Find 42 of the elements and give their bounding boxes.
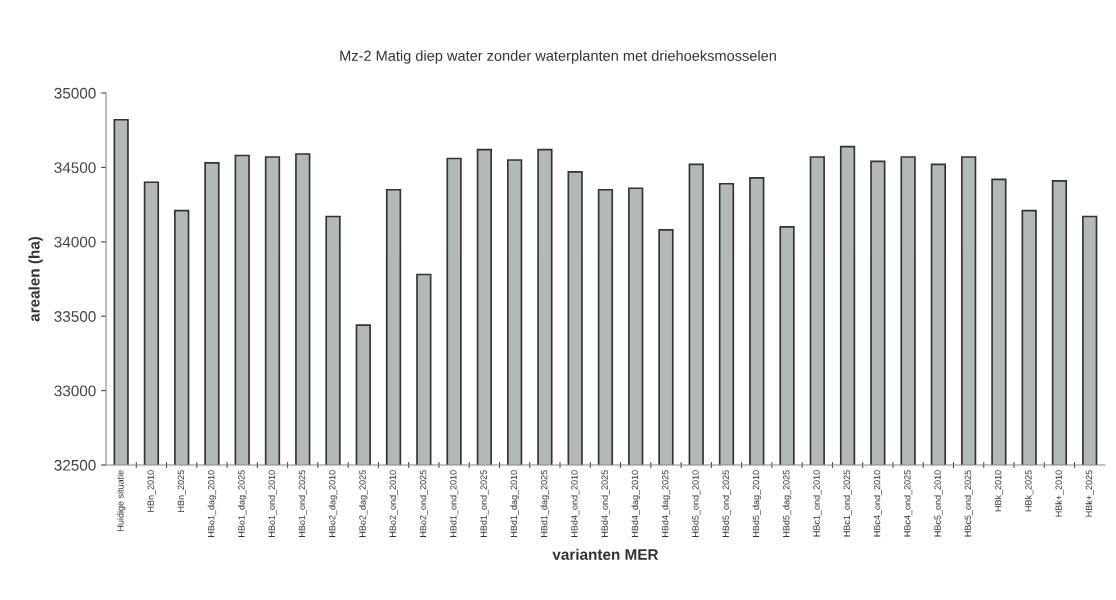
x-tick-label: HBk+_2025 — [1085, 470, 1094, 517]
x-tick-label: HBd4_ond_2025 — [601, 470, 610, 537]
x-tick-label: HBd1_ond_2025 — [480, 470, 489, 537]
x-tick-label: HBo1_dag_2010 — [207, 470, 217, 537]
x-tick-label: HBn_2010 — [147, 470, 156, 512]
x-tick-label: HBo2_ond_2010 — [389, 470, 398, 537]
x-tick-label: HBc1_ond_2025 — [843, 470, 852, 537]
x-tick-label: HBc5_ond_2025 — [964, 470, 973, 537]
y-tick-label: 33000 — [54, 385, 96, 397]
x-tick-label: HBd4_dag_2010 — [631, 470, 640, 537]
x-tick-label: HBo2_ond_2025 — [419, 470, 428, 537]
x-tick-label: HBd5_dag_2010 — [752, 470, 761, 537]
chart-title: Mz-2 Matig diep water zonder waterplanten met driehoeksmosselen — [340, 50, 776, 64]
x-tick-label: HBo2_dag_2010 — [328, 470, 338, 537]
x-tick-label: HBk_2010 — [994, 470, 1004, 512]
x-tick-label: HBc5_ond_2010 — [934, 470, 943, 537]
x-tick-label: HBd5_dag_2025 — [782, 470, 792, 537]
x-tick-label: HBd5_ond_2025 — [722, 470, 731, 537]
x-tick-label: HBd5_ond_2010 — [692, 470, 701, 537]
x-tick-label: HBd4_dag_2025 — [661, 470, 671, 537]
y-tick-label: 35000 — [54, 87, 96, 99]
x-tick-label: HBc4_ond_2025 — [903, 470, 913, 537]
x-tick-label: HBo1_ond_2025 — [298, 470, 307, 537]
y-tick-label: 33500 — [54, 311, 96, 322]
y-axis-title: arealen (ha) — [28, 236, 43, 322]
x-tick-label: HBd4_ond_2010 — [570, 470, 580, 537]
y-tick-label: 32500 — [54, 459, 96, 471]
x-tick-label: HBd1_dag_2010 — [510, 470, 519, 537]
x-tick-label: HBc1_ond_2010 — [813, 470, 822, 537]
x-tick-label: HBd1_ond_2010 — [449, 470, 459, 537]
x-tick-label: HBc4_ond_2010 — [873, 470, 882, 537]
x-tick-label: HBo1_ond_2010 — [268, 470, 277, 537]
x-tick-label: HBo1_dag_2025 — [238, 470, 247, 537]
y-tick-label: 34500 — [54, 162, 96, 174]
x-tick-label: HBn_2025 — [177, 470, 186, 512]
x-tick-label: HBo2_dag_2025 — [359, 470, 368, 537]
x-tick-label: HBk+_2010 — [1055, 470, 1064, 517]
x-tick-label: HBd1_dag_2025 — [540, 470, 550, 537]
x-axis-title: varianten MER — [552, 548, 659, 560]
x-tick-label: HBk_2025 — [1024, 470, 1034, 512]
x-tick-label: Huidige situatie — [116, 470, 126, 531]
y-tick-label: 34000 — [54, 236, 96, 248]
